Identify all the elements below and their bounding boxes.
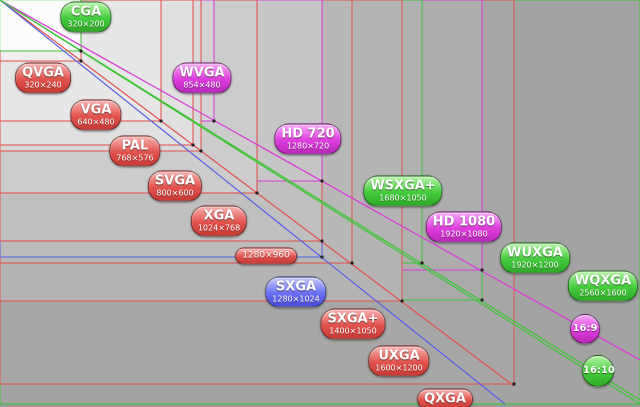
label-hd1080-res: 1920×1080 [440, 229, 488, 239]
label-wvga-name: WVGA [179, 65, 225, 81]
label-sxgap-res: 1400×1050 [329, 326, 377, 336]
label-wqxga-name: WQXGA [574, 273, 632, 289]
label-qvga: QVGA 320×240 [15, 62, 71, 94]
label-qvga-res: 320×240 [24, 80, 62, 90]
label-uxga: UXGA 1600×1200 [368, 345, 430, 377]
label-xga: XGA 1024×768 [190, 205, 248, 237]
corner-dot [191, 143, 195, 147]
label-wuxga-res: 1920×1200 [511, 260, 559, 270]
corner-dot [255, 191, 259, 195]
corner-dot [480, 298, 484, 302]
label-xga-res: 1024×768 [197, 223, 241, 233]
corner-dot [512, 382, 516, 386]
ratio-16-10-label: 16:10 [583, 365, 615, 376]
line-16-9 [0, 0, 640, 361]
label-wsxgap: WSXGA+ 1680×1050 [363, 175, 443, 207]
label-svga-name: SVGA [154, 173, 196, 189]
label-cga-res: 320×200 [67, 19, 105, 29]
label-vga-res: 640×480 [77, 117, 115, 127]
label-1280x960: 1280×960 [235, 247, 297, 265]
label-pal-name: PAL [121, 138, 149, 154]
label-hd720-name: HD 720 [281, 126, 335, 142]
label-wsxgap-name: WSXGA+ [370, 178, 436, 194]
label-wsxgap-res: 1680×1050 [379, 193, 427, 203]
label-hd1080-name: HD 1080 [432, 214, 496, 230]
label-hd1080: HD 1080 1920×1080 [425, 211, 503, 243]
corner-dot [212, 119, 216, 123]
label-pal-res: 768×576 [116, 153, 154, 163]
label-svga-res: 800×600 [156, 188, 194, 198]
label-wuxga: WUXGA 1920×1200 [500, 242, 570, 274]
label-wvga: WVGA 854×480 [172, 62, 232, 94]
label-sxga-name: SXGA [275, 279, 317, 295]
label-qxga: QXGA [417, 388, 473, 407]
ratio-16-9: 16:9 [570, 314, 600, 344]
ratio-16-10: 16:10 [582, 355, 615, 387]
label-wqxga: WQXGA 2560×1600 [567, 270, 639, 302]
corner-dot [420, 261, 424, 265]
label-vga: VGA 640×480 [70, 99, 122, 131]
label-vga-name: VGA [80, 102, 112, 118]
corner-dot [320, 179, 324, 183]
corner-dot [480, 268, 484, 272]
label-svga: SVGA 800×600 [147, 170, 203, 202]
corner-dot [350, 261, 354, 265]
label-sxgap-name: SXGA+ [327, 311, 379, 327]
corner-dot [320, 239, 324, 243]
label-uxga-res: 1600×1200 [375, 363, 423, 373]
label-cga: CGA 320×200 [60, 1, 112, 33]
label-qvga-name: QVGA [22, 65, 64, 81]
label-sxga: SXGA 1280×1024 [265, 276, 327, 308]
line-5-4 [0, 0, 506, 405]
label-qxga-name: QXGA [424, 391, 466, 407]
label-sxga-res: 1280×1024 [272, 294, 320, 304]
corner-dot [199, 149, 203, 153]
label-sxgap: SXGA+ 1400×1050 [320, 308, 386, 340]
label-1280x960-res: 1280×960 [242, 250, 290, 261]
label-wuxga-name: WUXGA [507, 245, 563, 261]
label-cga-name: CGA [70, 4, 102, 20]
corner-dot [159, 119, 163, 123]
label-hd720-res: 1280×720 [286, 141, 330, 151]
label-hd720: HD 720 1280×720 [274, 123, 342, 155]
label-pal: PAL 768×576 [109, 135, 161, 167]
corner-dot [79, 59, 83, 63]
ratio-16-9-label: 16:9 [572, 323, 598, 334]
label-wqxga-res: 2560×1600 [579, 288, 627, 298]
label-xga-name: XGA [203, 208, 235, 224]
corner-dot [400, 299, 404, 303]
corner-dot [79, 49, 83, 53]
label-wvga-res: 854×480 [183, 80, 221, 90]
corner-dot [320, 255, 324, 259]
label-uxga-name: UXGA [378, 348, 420, 364]
